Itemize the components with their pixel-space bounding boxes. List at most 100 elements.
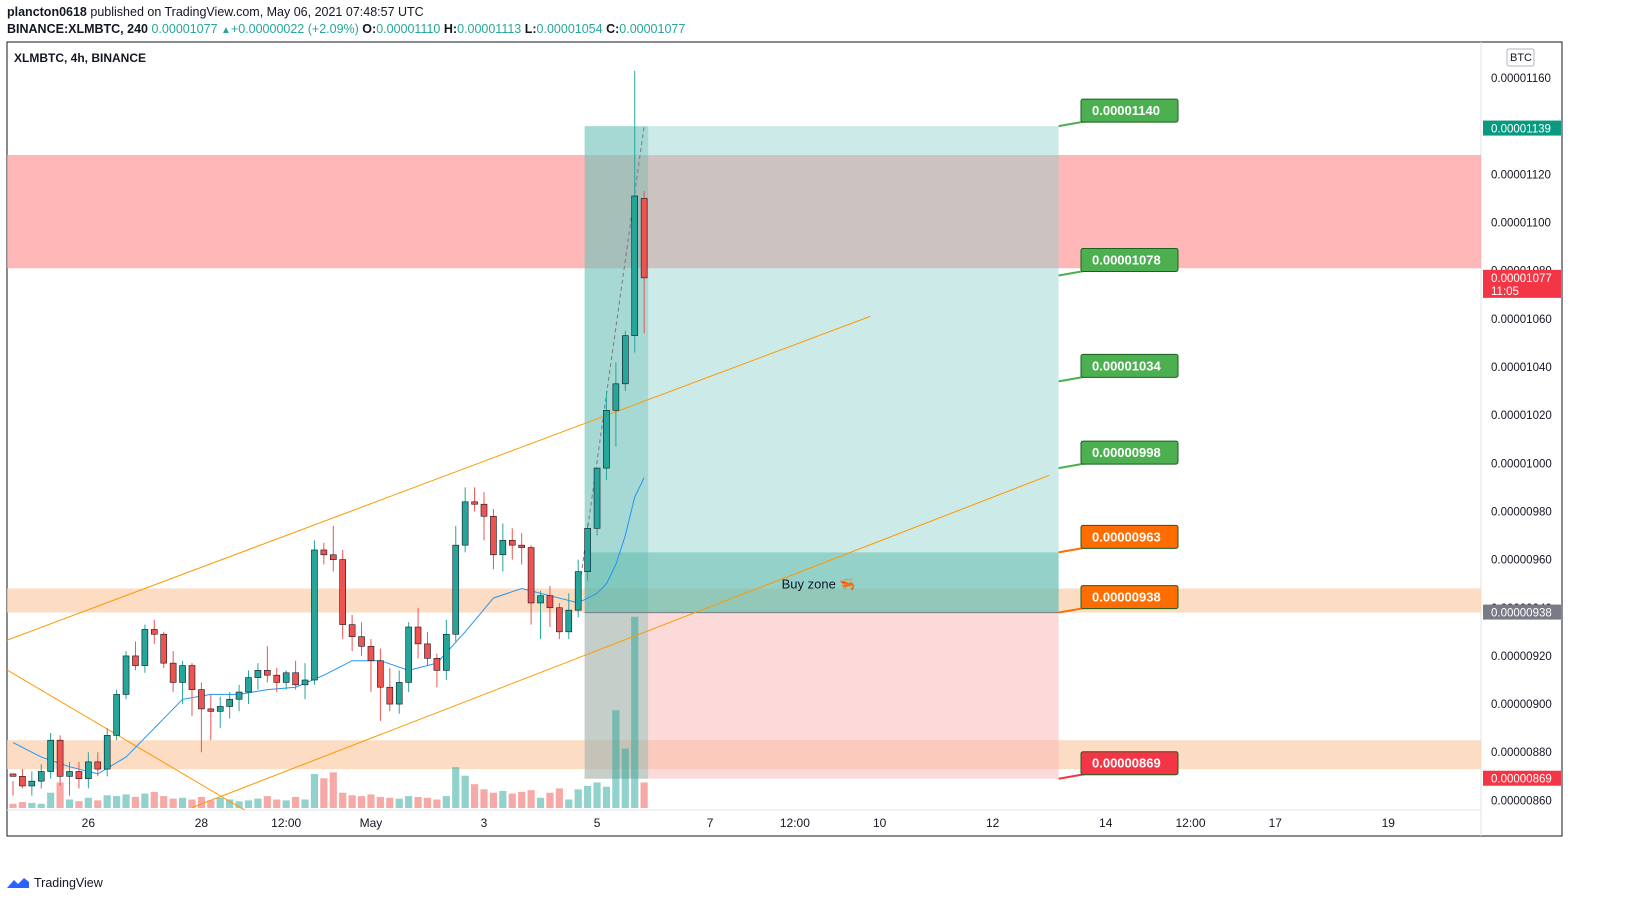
x-tick-label: 28 <box>195 816 209 830</box>
x-tick-label: 26 <box>82 816 96 830</box>
price-badge-label: 0.00001077 <box>1491 273 1552 285</box>
candle-body <box>405 626 412 683</box>
candle-body <box>348 624 356 637</box>
candle-body <box>433 658 441 671</box>
candle-body <box>179 665 186 683</box>
candle-body <box>264 670 271 676</box>
candle-body <box>367 645 375 662</box>
target-box <box>1080 751 1179 776</box>
author-name[interactable]: plancton0618 <box>7 5 87 19</box>
candle-body <box>358 636 365 647</box>
candle-body <box>226 698 233 707</box>
candle-body <box>188 665 196 690</box>
candle-body <box>593 467 601 529</box>
volume-bar <box>348 795 356 808</box>
low-value: 0.00001054 <box>536 22 603 36</box>
x-tick-label: 12 <box>986 816 1000 830</box>
volume-bar <box>499 791 507 808</box>
price-badge-timer: 11:05 <box>1491 286 1519 298</box>
candle-body <box>301 679 309 686</box>
volume-bar <box>207 800 215 808</box>
candle-body <box>565 609 573 633</box>
candle-body <box>282 672 290 683</box>
volume-bar <box>226 799 234 808</box>
candle-body <box>160 633 168 664</box>
candle-body <box>527 547 535 604</box>
price-badge <box>1483 770 1561 786</box>
candle-body <box>329 554 337 560</box>
candle-body <box>216 706 224 712</box>
target-label: 0.00000963 <box>1092 529 1161 544</box>
y-tick-label: 0.00001020 <box>1491 410 1552 422</box>
open-label: O: <box>362 22 377 36</box>
volume-bar <box>546 792 554 808</box>
x-tick-label: 7 <box>707 816 714 830</box>
symbol-line: BINANCE:XLMBTC, 240 <box>7 22 148 36</box>
volume-bar <box>65 799 74 808</box>
candle-body <box>424 643 431 659</box>
low-label: L: <box>524 22 537 36</box>
chart-title: XLMBTC, 4h, BINANCE <box>14 51 146 65</box>
position-elapsed-area <box>584 126 649 779</box>
zone-orange-support-1 <box>7 588 1481 613</box>
volume-bar <box>386 797 394 808</box>
target-label: 0.00000998 <box>1092 445 1161 460</box>
volume-bar <box>320 778 328 808</box>
trend-line <box>7 669 246 810</box>
trend-line <box>191 474 1050 809</box>
candle-body <box>339 559 347 625</box>
candle-body <box>113 694 120 736</box>
candle-body <box>169 662 177 683</box>
candle-body <box>198 689 205 710</box>
tradingview-footer[interactable]: TradingView <box>6 876 103 890</box>
price-badge-label: 0.00001139 <box>1491 124 1551 136</box>
volume-bar <box>28 802 36 808</box>
candle-body <box>518 544 525 548</box>
candle-body <box>235 691 243 700</box>
candle-body <box>377 660 384 688</box>
price-badge <box>1483 604 1561 620</box>
volume-bar <box>160 796 168 808</box>
candle-body <box>631 195 639 336</box>
target-label: 0.00001140 <box>1092 103 1160 118</box>
volume-bar <box>433 799 441 808</box>
candle-body <box>443 633 450 671</box>
volume-bar <box>584 785 592 808</box>
candle-body <box>94 761 102 770</box>
candle-body <box>320 549 328 556</box>
candle-body <box>132 655 139 666</box>
candle-body <box>207 708 215 712</box>
candle-body <box>56 739 64 777</box>
volume-bar <box>574 789 582 808</box>
candle-body <box>386 686 394 705</box>
candle-body <box>640 198 648 279</box>
candle-body <box>471 501 478 505</box>
x-tick-label: 10 <box>873 816 887 830</box>
price-badge-label: 0.00000938 <box>1491 608 1552 620</box>
volume-bar <box>188 799 196 808</box>
volume-bar <box>631 616 639 808</box>
position-profit-area <box>584 126 1059 613</box>
volume-bar <box>565 799 573 808</box>
volume-bar <box>376 796 384 808</box>
x-tick-label: 12:00 <box>271 816 301 830</box>
volume-bar <box>452 767 460 808</box>
candle-body <box>546 595 554 609</box>
volume-bar <box>94 800 102 808</box>
volume-bar <box>292 796 300 808</box>
y-tick-label: 0.00001120 <box>1491 169 1551 181</box>
price-change: +0.00000022 (+2.09%) <box>230 22 359 36</box>
volume-bar <box>329 772 337 808</box>
candle-body <box>292 672 299 686</box>
volume-bar <box>169 798 177 808</box>
candle-body <box>480 503 488 517</box>
y-tick-label: 0.00000900 <box>1491 699 1552 711</box>
target-box <box>1080 353 1179 378</box>
y-tick-label: 0.00000920 <box>1491 651 1552 663</box>
candle-body <box>85 761 92 780</box>
brand-name: TradingView <box>34 876 103 890</box>
candle-body <box>584 527 591 572</box>
volume-bar <box>414 796 422 808</box>
volume-bar <box>178 797 187 808</box>
